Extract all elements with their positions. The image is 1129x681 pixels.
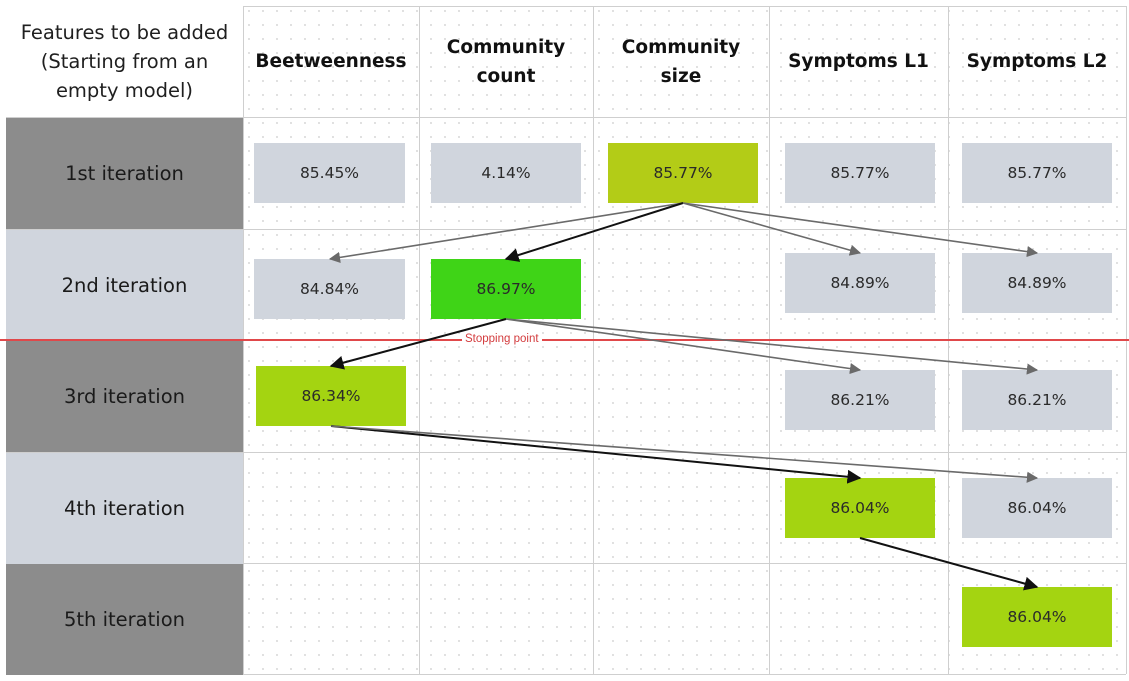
corner-header: Features to be added (Starting from an e… (6, 6, 243, 117)
column-header-symptoms-l1: Symptoms L1 (788, 51, 929, 72)
arrow-r3-to-r4-symptoms-l2 (330, 425, 1039, 483)
row-header-iteration-1: 1st iteration (6, 118, 243, 229)
score-box-r3-symptoms-l1: 86.21% (785, 370, 935, 430)
grid-line (6, 674, 1126, 675)
arrow-r3-to-r4-symptoms-l1-chosen (330, 425, 862, 484)
stopping-point-label: Stopping point (462, 332, 542, 346)
arrow-r1-to-r2-beetweenness (328, 202, 684, 263)
stopping-point-line (0, 339, 1129, 341)
score-box-r2-beetweenness: 84.84% (254, 259, 405, 319)
arrow-r1-to-r2-community-count-chosen (504, 202, 684, 262)
grid-line (6, 6, 1126, 7)
row-header-iteration-3: 3rd iteration (6, 341, 243, 452)
arrow-r2-to-r3-symptoms-l2 (505, 318, 1039, 375)
score-box-r1-community-count: 4.14% (431, 143, 581, 203)
row-header-iteration-2: 2nd iteration (6, 230, 243, 341)
score-box-r3-symptoms-l2: 86.21% (962, 370, 1112, 430)
score-box-r2-symptoms-l1: 84.89% (785, 253, 935, 313)
arrow-r4-to-r5-symptoms-l2-chosen (859, 537, 1039, 591)
score-box-r4-symptoms-l2: 86.04% (962, 478, 1112, 538)
score-box-r1-symptoms-l2: 85.77% (962, 143, 1112, 203)
arrow-r1-to-r2-symptoms-l1 (682, 202, 862, 256)
arrow-r2-to-r3-symptoms-l1 (505, 318, 862, 375)
selected-score-box-r2-community-count: 86.97% (431, 259, 581, 319)
column-header-community-size: Community size (621, 36, 741, 87)
selected-score-box-r4-symptoms-l1: 86.04% (785, 478, 935, 538)
selected-score-box-r5-symptoms-l2: 86.04% (962, 587, 1112, 647)
arrow-r2-to-r3-beetweenness-chosen (329, 318, 507, 370)
grid-line (6, 563, 1126, 564)
column-header-beetweenness: Beetweenness (255, 51, 407, 72)
grid-line (6, 452, 1126, 453)
row-header-iteration-4: 4th iteration (6, 453, 243, 564)
selected-score-box-r3-beetweenness: 86.34% (256, 366, 406, 426)
grid-line (6, 229, 1126, 230)
score-box-r2-symptoms-l2: 84.89% (962, 253, 1112, 313)
selected-score-box-r1-community-size: 85.77% (608, 143, 758, 203)
row-header-iteration-5: 5th iteration (6, 564, 243, 675)
score-box-r1-beetweenness: 85.45% (254, 143, 405, 203)
column-header-symptoms-l2: Symptoms L2 (966, 51, 1108, 72)
score-box-r1-symptoms-l1: 85.77% (785, 143, 935, 203)
arrow-r1-to-r2-symptoms-l2 (682, 202, 1039, 258)
grid-line (6, 117, 1126, 118)
column-header-community-count: Community count (446, 36, 566, 87)
